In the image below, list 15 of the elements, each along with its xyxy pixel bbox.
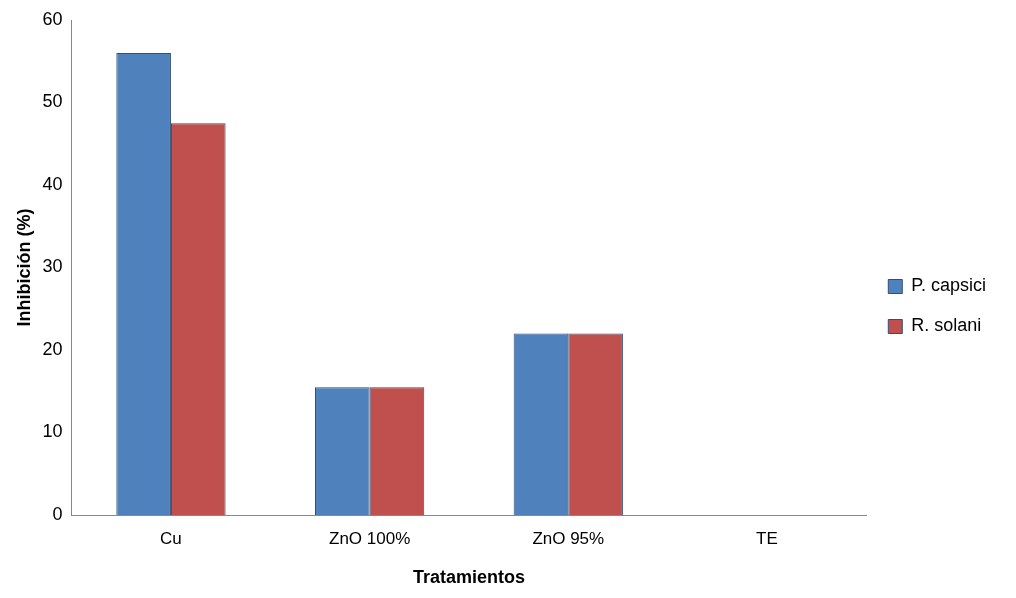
x-tick-label: Cu: [160, 528, 182, 548]
y-tick-label: 30: [42, 256, 63, 277]
x-tick-label: TE: [756, 528, 778, 548]
legend-label: P. capsici: [911, 275, 987, 296]
x-tick-label: ZnO 95%: [532, 528, 605, 548]
y-axis-title: Inhibición (%): [13, 208, 34, 327]
x-axis-title: Tratamientos: [412, 567, 525, 588]
y-tick-label: 50: [42, 91, 63, 112]
x-tick-label: ZnO 100%: [328, 528, 411, 548]
y-tick-label: 10: [42, 421, 63, 442]
y-tick-label: 20: [42, 338, 63, 359]
y-tick-label: 40: [42, 173, 63, 194]
legend-label: R. solani: [911, 315, 982, 336]
y-tick-label: 0: [52, 503, 63, 524]
y-tick-label: 60: [42, 8, 63, 29]
